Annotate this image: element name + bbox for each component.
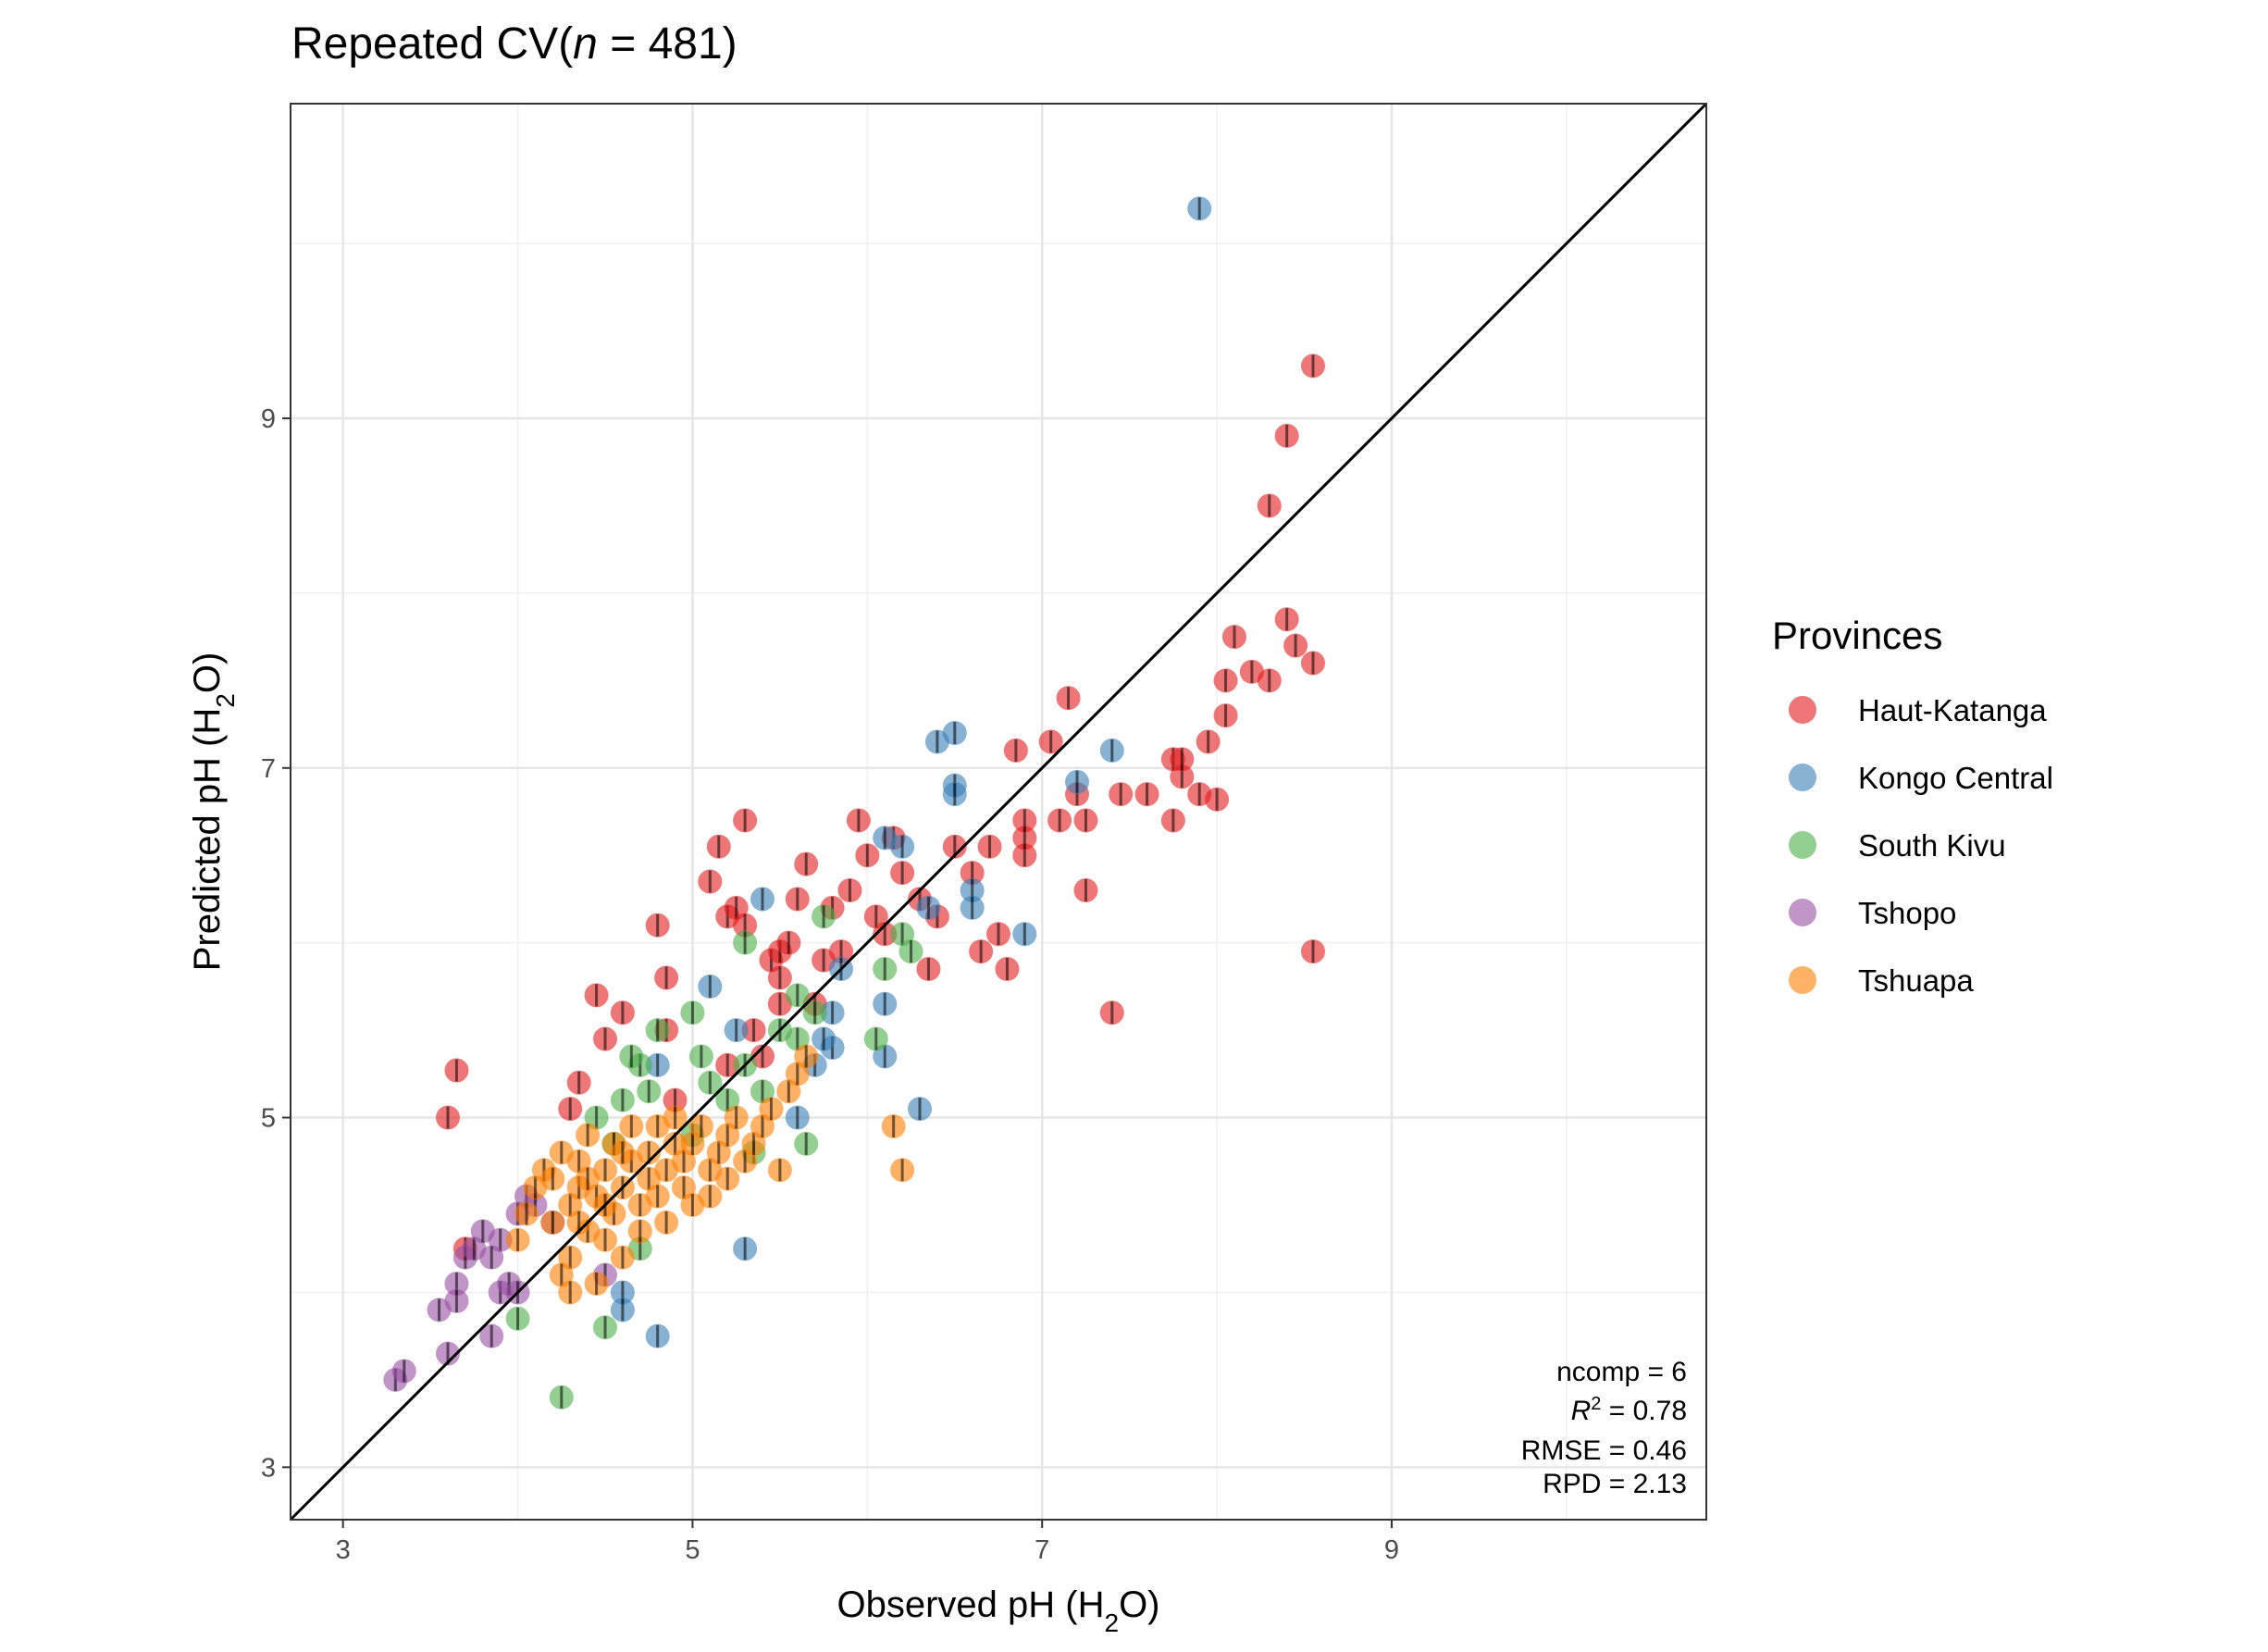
legend-item: Tshopo <box>1789 896 1956 930</box>
legend-swatch <box>1789 764 1816 791</box>
x-tick-label: 3 <box>336 1535 351 1565</box>
stat-rmse: RMSE = 0.46 <box>1521 1435 1687 1466</box>
legend: Provinces Haut-Katanga Kongo Central South… <box>1772 614 2053 998</box>
y-axis: 3 5 7 9 <box>261 404 291 1483</box>
stat-r2: R2 = 0.78 <box>1571 1394 1687 1426</box>
model-stats: ncomp = 6 R2 = 0.78 RMSE = 0.46 RPD = 2.… <box>1521 1357 1687 1499</box>
data-points <box>383 196 1325 1410</box>
x-tick-label: 7 <box>1035 1535 1049 1565</box>
legend-swatch <box>1789 696 1816 724</box>
legend-label: Haut-Katanga <box>1858 693 2047 727</box>
legend-item: Tshuapa <box>1789 963 1974 998</box>
series-haut-katanga <box>436 354 1325 1261</box>
legend-title: Provinces <box>1772 614 1942 657</box>
grid-major <box>291 104 1706 1520</box>
stat-ncomp: ncomp = 6 <box>1556 1357 1687 1387</box>
chart-title: Repeated CV(n = 481) <box>291 19 737 68</box>
stat-rpd: RPD = 2.13 <box>1543 1469 1687 1499</box>
y-tick-label: 9 <box>261 404 276 434</box>
x-tick-label: 9 <box>1384 1535 1399 1565</box>
series-kongo-central <box>610 196 1212 1348</box>
x-axis: 3 5 7 9 <box>336 1520 1399 1565</box>
plot-panel: ncomp = 6 R2 = 0.78 RMSE = 0.46 RPD = 2.… <box>289 102 1708 1522</box>
series-tshuapa <box>505 1044 915 1305</box>
x-axis-title: Observed pH (H2O) <box>837 1584 1160 1637</box>
plot-border <box>290 103 1707 1521</box>
x-tick-label: 5 <box>685 1535 700 1565</box>
legend-label: Kongo Central <box>1858 761 2053 795</box>
y-tick-label: 3 <box>261 1453 276 1483</box>
series-south-kivu <box>505 904 923 1410</box>
y-tick-label: 7 <box>261 754 276 784</box>
legend-swatch <box>1789 831 1816 859</box>
legend-label: Tshopo <box>1858 896 1956 930</box>
legend-label: South Kivu <box>1858 828 2006 863</box>
legend-label: Tshuapa <box>1858 963 1974 998</box>
y-axis-title: Predicted pH (H2O) <box>187 652 240 972</box>
legend-swatch <box>1789 899 1816 926</box>
one-to-one-line <box>289 102 1708 1522</box>
legend-swatch <box>1789 966 1816 994</box>
legend-item: Haut-Katanga <box>1789 693 2047 727</box>
y-tick-label: 5 <box>261 1104 276 1134</box>
legend-item: Kongo Central <box>1789 761 2053 795</box>
legend-item: South Kivu <box>1789 828 2006 863</box>
